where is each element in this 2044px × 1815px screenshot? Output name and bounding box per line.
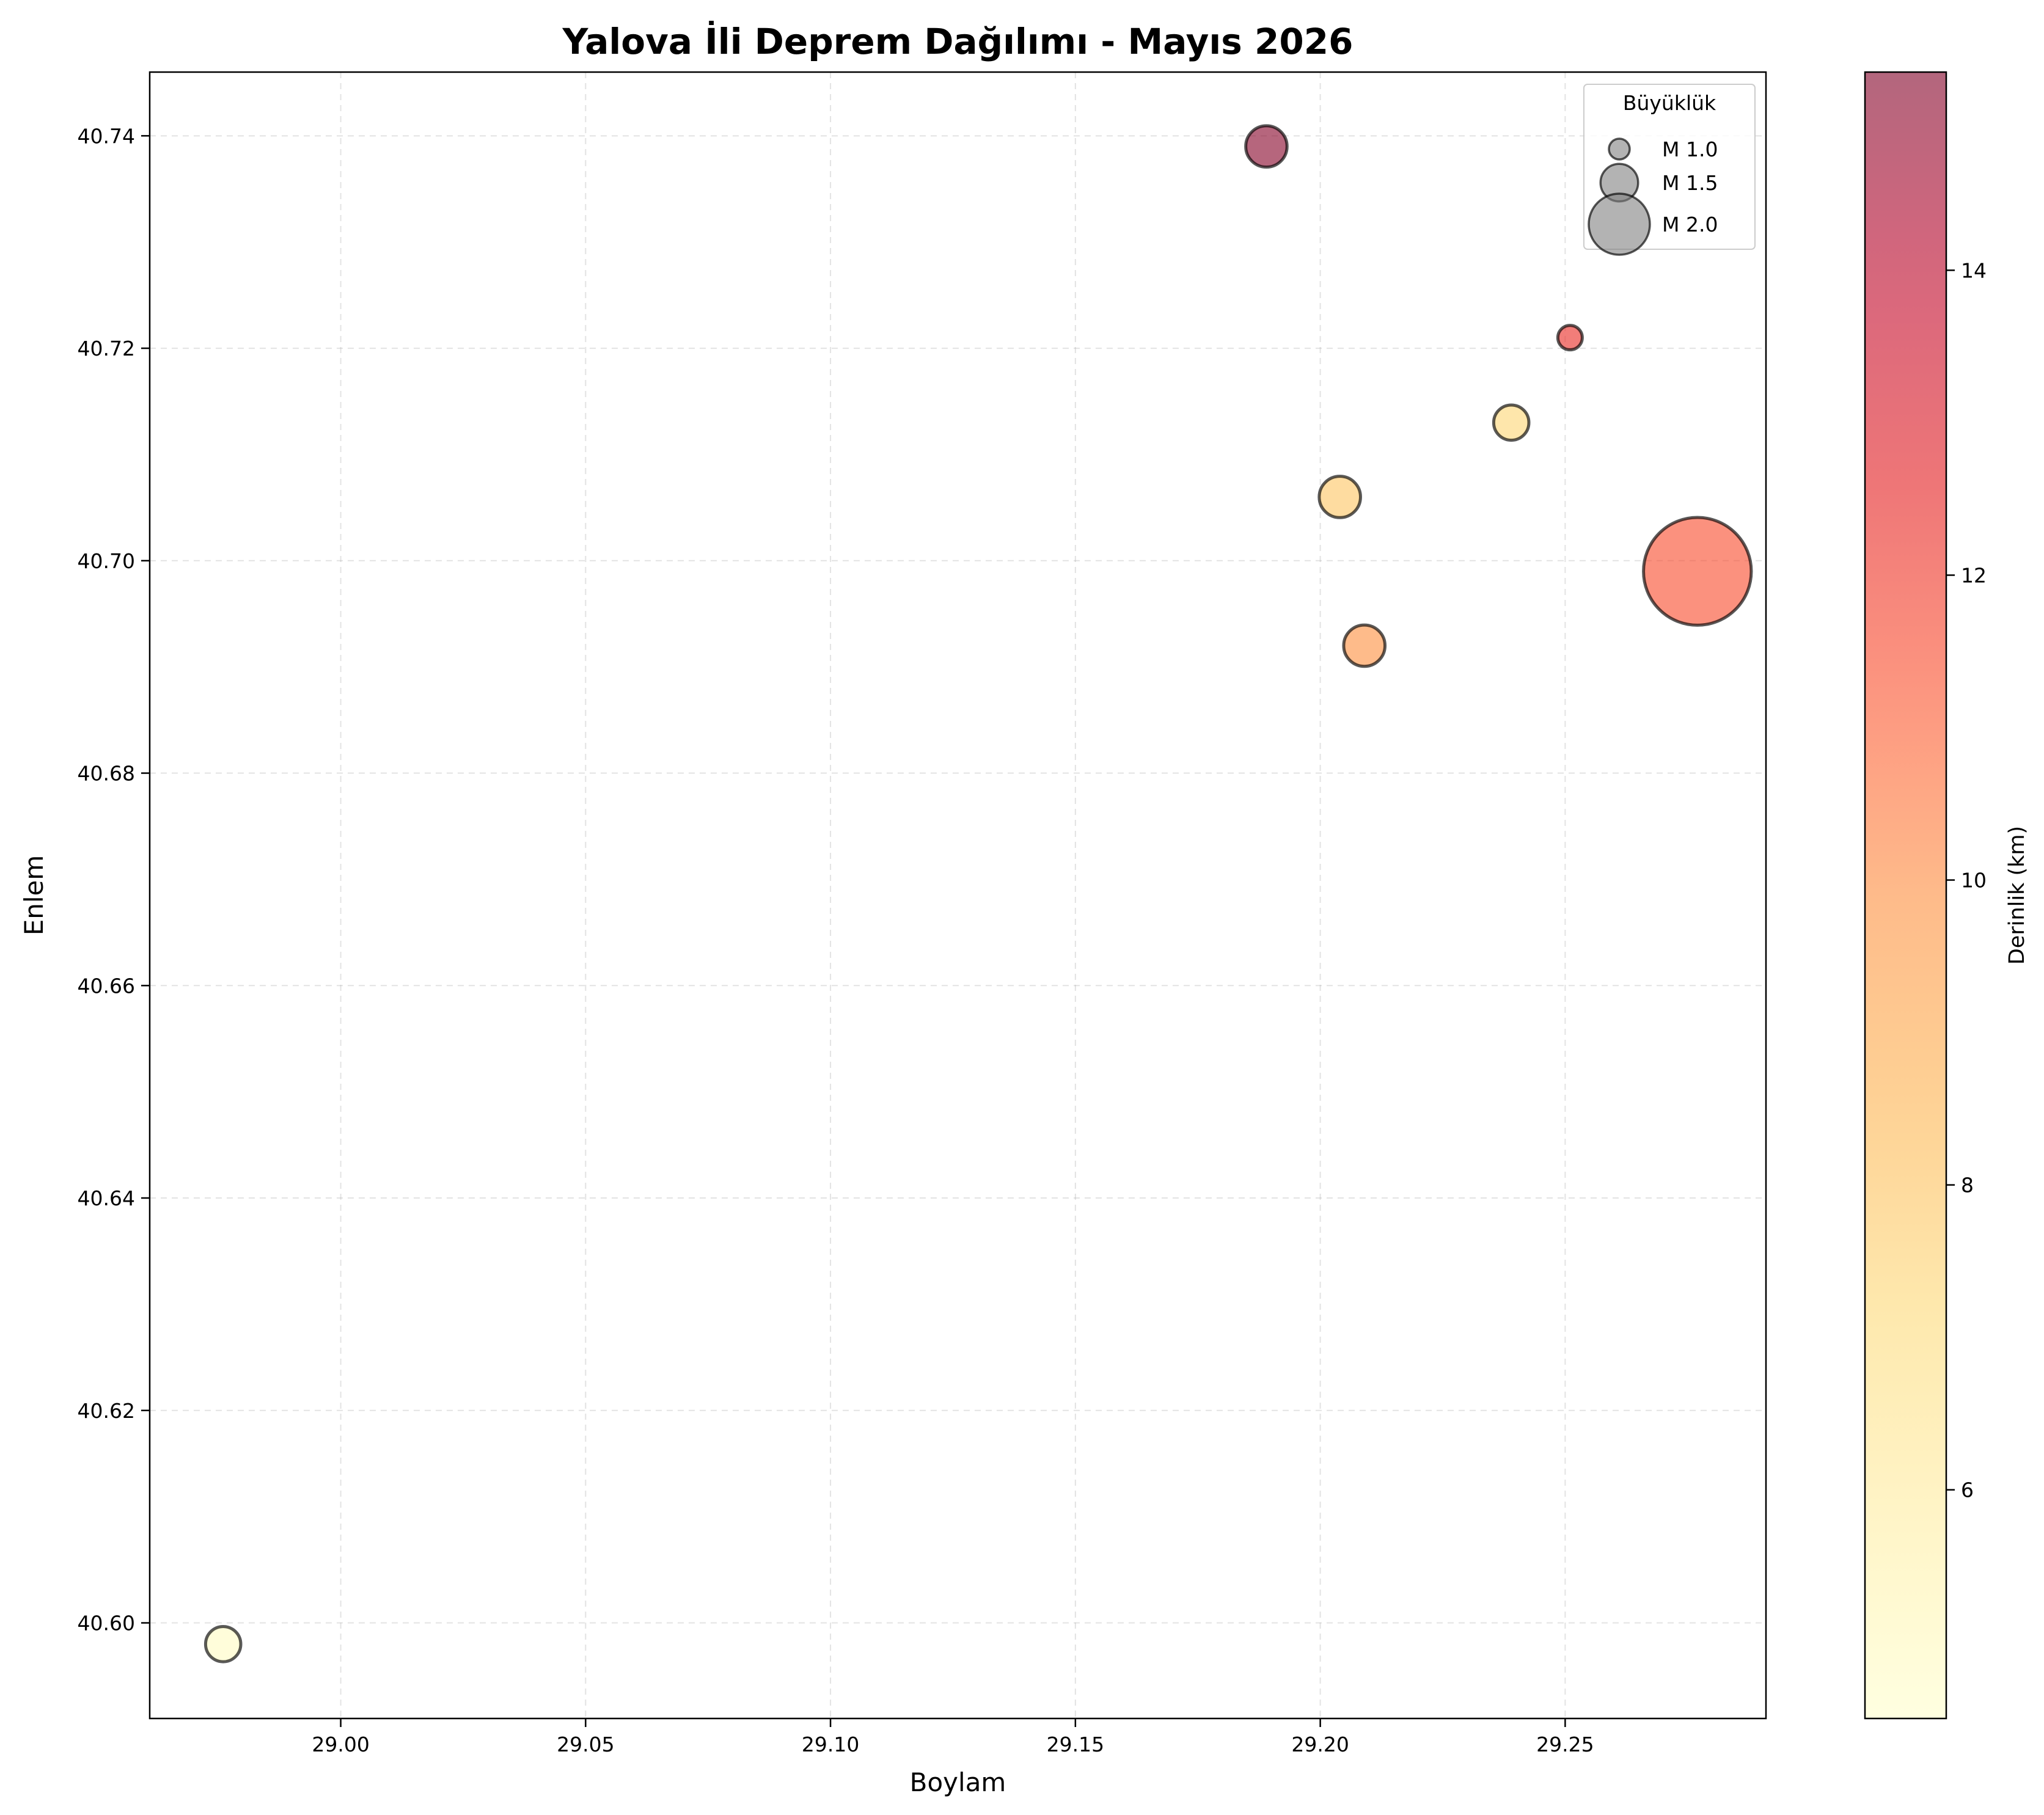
x-tick-label: 29.25: [1536, 1733, 1594, 1756]
x-tick-label: 29.10: [802, 1733, 859, 1756]
x-tick-label: 29.20: [1291, 1733, 1349, 1756]
y-tick-label: 40.66: [78, 974, 135, 998]
legend-marker: [1608, 137, 1631, 161]
scatter-point: [1342, 623, 1387, 668]
colorbar-label: Derinlik (km): [2005, 826, 2029, 965]
colorbar-tick-label: 10: [1961, 869, 1987, 893]
scatter-point: [1244, 124, 1289, 169]
x-tick-label: 29.15: [1047, 1733, 1104, 1756]
plot-frame: [148, 71, 1767, 1720]
legend: Büyüklük M 1.0 M 1.5 M 2.0: [1583, 84, 1756, 256]
legend-title: Büyüklük: [1623, 91, 1716, 115]
y-tick-label: 40.68: [78, 762, 135, 786]
y-tick-label: 40.70: [78, 549, 135, 573]
scatter-point: [1317, 475, 1362, 519]
y-axis-label: Enlem: [19, 855, 49, 936]
legend-label: M 1.5: [1662, 171, 1718, 195]
x-axis-ticks: 29.00 29.05 29.10 29.15 29.20 29.25: [312, 1718, 1594, 1756]
colorbar-tick-label: 6: [1961, 1478, 1974, 1502]
y-tick-label: 40.64: [78, 1186, 135, 1210]
y-tick-label: 40.60: [78, 1612, 135, 1635]
data-points: [203, 124, 1753, 1663]
grid-lines: [150, 72, 1766, 1718]
x-tick-label: 29.00: [312, 1733, 369, 1756]
chart-title: Yalova İli Deprem Dağılımı - Mayıs 2026: [562, 20, 1354, 62]
colorbar-tick-label: 8: [1961, 1174, 1974, 1197]
colorbar-ticks: 6 8 10 12 14: [1946, 258, 1987, 1502]
colorbar-tick-label: 14: [1961, 258, 1987, 282]
colorbar-gradient: [1864, 71, 1947, 1720]
x-tick-label: 29.05: [557, 1733, 614, 1756]
y-axis-ticks: 40.60 40.62 40.64 40.66 40.68 40.70 40.72 40.74: [78, 124, 150, 1635]
scatter-point: [1556, 324, 1584, 352]
legend-marker: [1588, 192, 1651, 256]
legend-label: M 1.0: [1662, 137, 1718, 161]
y-tick-label: 40.74: [78, 124, 135, 148]
y-tick-label: 40.72: [78, 337, 135, 360]
colorbar: 6 8 10 12 14 Derinlik (km): [1864, 71, 2029, 1720]
x-axis-label: Boylam: [910, 1767, 1006, 1797]
y-tick-label: 40.62: [78, 1399, 135, 1423]
scatter-point: [203, 1624, 243, 1663]
scatter-point: [1642, 516, 1753, 627]
scatter-point: [1492, 403, 1531, 442]
colorbar-tick-label: 12: [1961, 563, 1987, 587]
legend-entries: M 1.0 M 1.5 M 2.0: [1588, 137, 1718, 256]
legend-label: M 2.0: [1662, 213, 1718, 236]
